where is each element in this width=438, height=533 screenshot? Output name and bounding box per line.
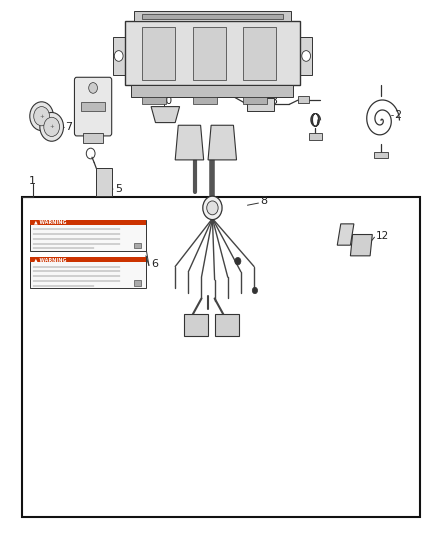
Text: 2: 2: [394, 110, 401, 119]
Bar: [81, 102, 105, 111]
Bar: [30, 257, 146, 262]
Bar: [300, 37, 312, 75]
Text: 9: 9: [214, 11, 221, 21]
Text: 8: 8: [261, 197, 268, 206]
Bar: [309, 133, 322, 140]
Bar: [113, 37, 125, 75]
Circle shape: [252, 287, 258, 294]
Text: 1: 1: [28, 176, 35, 186]
Text: +: +: [39, 114, 44, 119]
Bar: [131, 85, 293, 97]
Bar: [30, 257, 146, 288]
Circle shape: [114, 51, 123, 61]
Polygon shape: [175, 125, 204, 160]
Polygon shape: [208, 125, 237, 160]
Bar: [83, 133, 103, 143]
Bar: [30, 220, 146, 251]
Circle shape: [30, 102, 53, 131]
Bar: [184, 314, 208, 336]
Bar: [22, 197, 420, 517]
Bar: [193, 27, 226, 80]
Circle shape: [34, 107, 49, 126]
Circle shape: [44, 117, 60, 136]
Text: 7: 7: [65, 122, 72, 132]
Bar: [142, 14, 283, 19]
Bar: [243, 97, 267, 104]
Text: 6: 6: [151, 259, 158, 269]
Bar: [125, 21, 300, 85]
Circle shape: [207, 201, 218, 215]
Text: 10: 10: [160, 96, 173, 106]
Bar: [134, 11, 291, 21]
Bar: [243, 27, 276, 80]
Bar: [374, 152, 388, 158]
Bar: [298, 96, 309, 103]
Bar: [215, 314, 239, 336]
FancyBboxPatch shape: [74, 77, 112, 136]
Text: ▲ WARNING: ▲ WARNING: [34, 257, 67, 262]
Text: 3: 3: [271, 96, 278, 106]
Bar: [247, 98, 274, 111]
Polygon shape: [350, 235, 372, 256]
Bar: [134, 280, 141, 286]
Circle shape: [203, 196, 222, 220]
Bar: [30, 220, 146, 225]
Text: ▲ WARNING: ▲ WARNING: [34, 220, 67, 225]
Circle shape: [235, 257, 241, 265]
Bar: [193, 97, 217, 104]
Bar: [142, 27, 175, 80]
Circle shape: [88, 83, 97, 93]
Text: 5: 5: [115, 184, 122, 194]
Text: 12: 12: [376, 231, 389, 240]
Circle shape: [302, 51, 311, 61]
Text: 4: 4: [74, 102, 81, 111]
Polygon shape: [151, 107, 180, 123]
Bar: [134, 243, 141, 248]
Polygon shape: [337, 224, 354, 245]
Bar: [96, 168, 112, 196]
Text: +: +: [49, 124, 54, 130]
Circle shape: [40, 112, 64, 141]
Bar: [142, 97, 166, 104]
